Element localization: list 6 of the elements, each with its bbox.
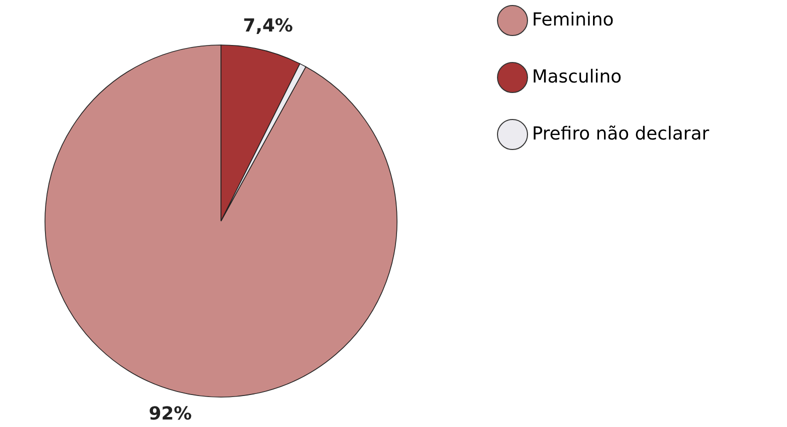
data-label: 7,4% [243,15,293,36]
legend-label: Masculino [532,66,622,88]
data-label: 92% [148,404,192,425]
legend-label: Feminino [532,10,614,30]
pie-slice [44,44,398,398]
legend-label: Prefiro não declarar [532,124,710,144]
